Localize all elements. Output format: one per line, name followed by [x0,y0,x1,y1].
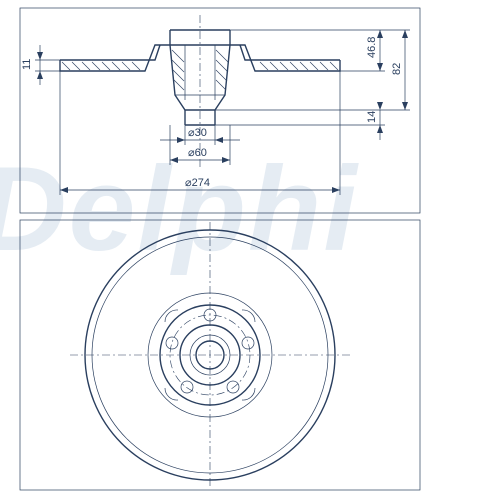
dim-outer-dia: ⌀274 [185,177,210,189]
dim-offset: 14 [366,111,378,123]
technical-drawing: ⌀274 ⌀60 ⌀30 11 82 46.8 14 [0,0,500,500]
dim-hub-height: 46.8 [366,37,378,58]
front-view [70,222,350,488]
dim-thickness: 11 [21,59,33,70]
frame-border-top [20,8,420,213]
dim-hub-dia: ⌀60 [188,147,207,159]
dim-bore-dia: ⌀30 [188,127,207,139]
dim-height: 82 [391,63,403,75]
